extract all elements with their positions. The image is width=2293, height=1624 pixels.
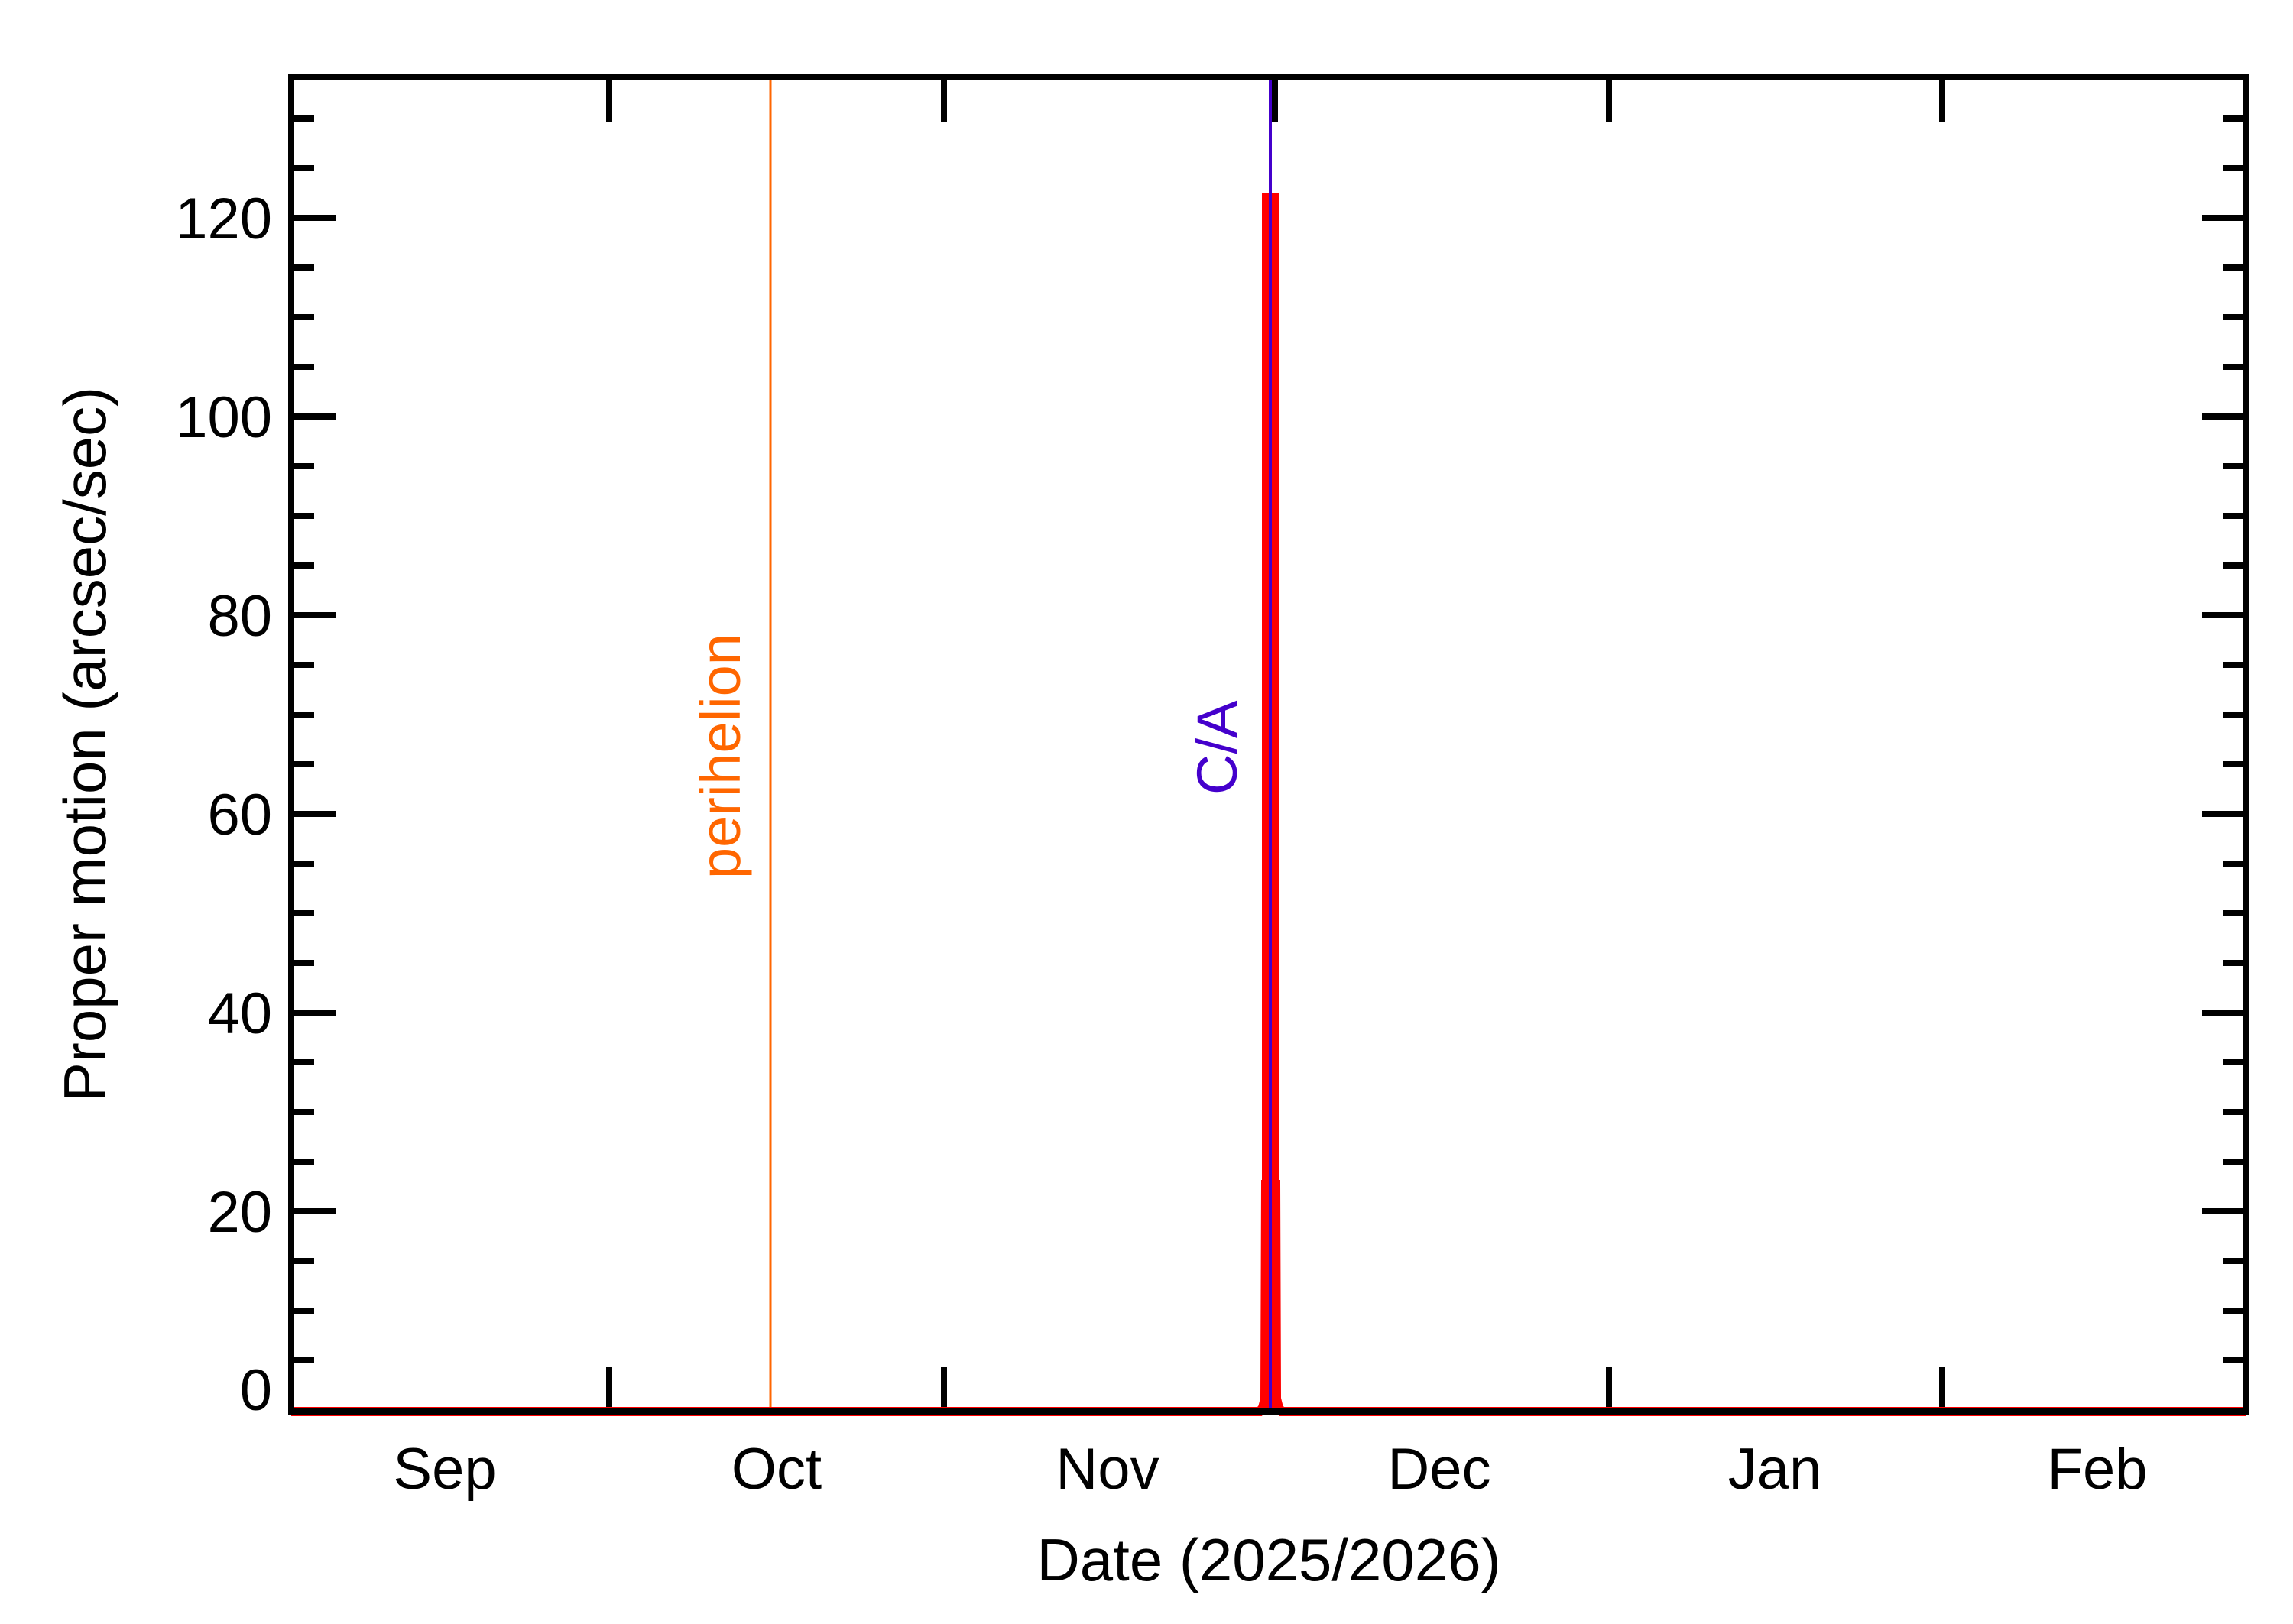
- y-axis-title: Proper motion (arcsec/sec): [51, 387, 118, 1102]
- x-tick-label-oct: Oct: [731, 1437, 822, 1502]
- y-tick-label: 120: [175, 186, 272, 251]
- close-approach-label: C/A: [1185, 700, 1249, 795]
- y-tick-label: 80: [207, 584, 272, 649]
- plot-frame: [288, 74, 2249, 1415]
- x-tick-label-dec: Dec: [1387, 1437, 1490, 1502]
- y-axis-ticks: [291, 115, 2246, 1413]
- y-tick-label: 0: [240, 1358, 272, 1423]
- y-tick-labels: 0 20 40 60 80 100 120: [175, 186, 272, 1423]
- x-tick-label-jan: Jan: [1728, 1437, 1822, 1502]
- x-axis-title: Date (2025/2026): [1036, 1526, 1500, 1593]
- y-tick-label: 60: [207, 783, 272, 848]
- x-tick-labels: Sep Oct Nov Dec Jan Feb: [393, 1437, 2147, 1502]
- perihelion-label: perihelion: [689, 634, 752, 879]
- y-tick-label: 40: [207, 981, 272, 1046]
- x-tick-label-nov: Nov: [1056, 1437, 1159, 1502]
- y-tick-label: 20: [207, 1180, 272, 1245]
- y-tick-label: 100: [175, 385, 272, 450]
- x-tick-label-feb: Feb: [2048, 1437, 2148, 1502]
- x-tick-label-sep: Sep: [393, 1437, 496, 1502]
